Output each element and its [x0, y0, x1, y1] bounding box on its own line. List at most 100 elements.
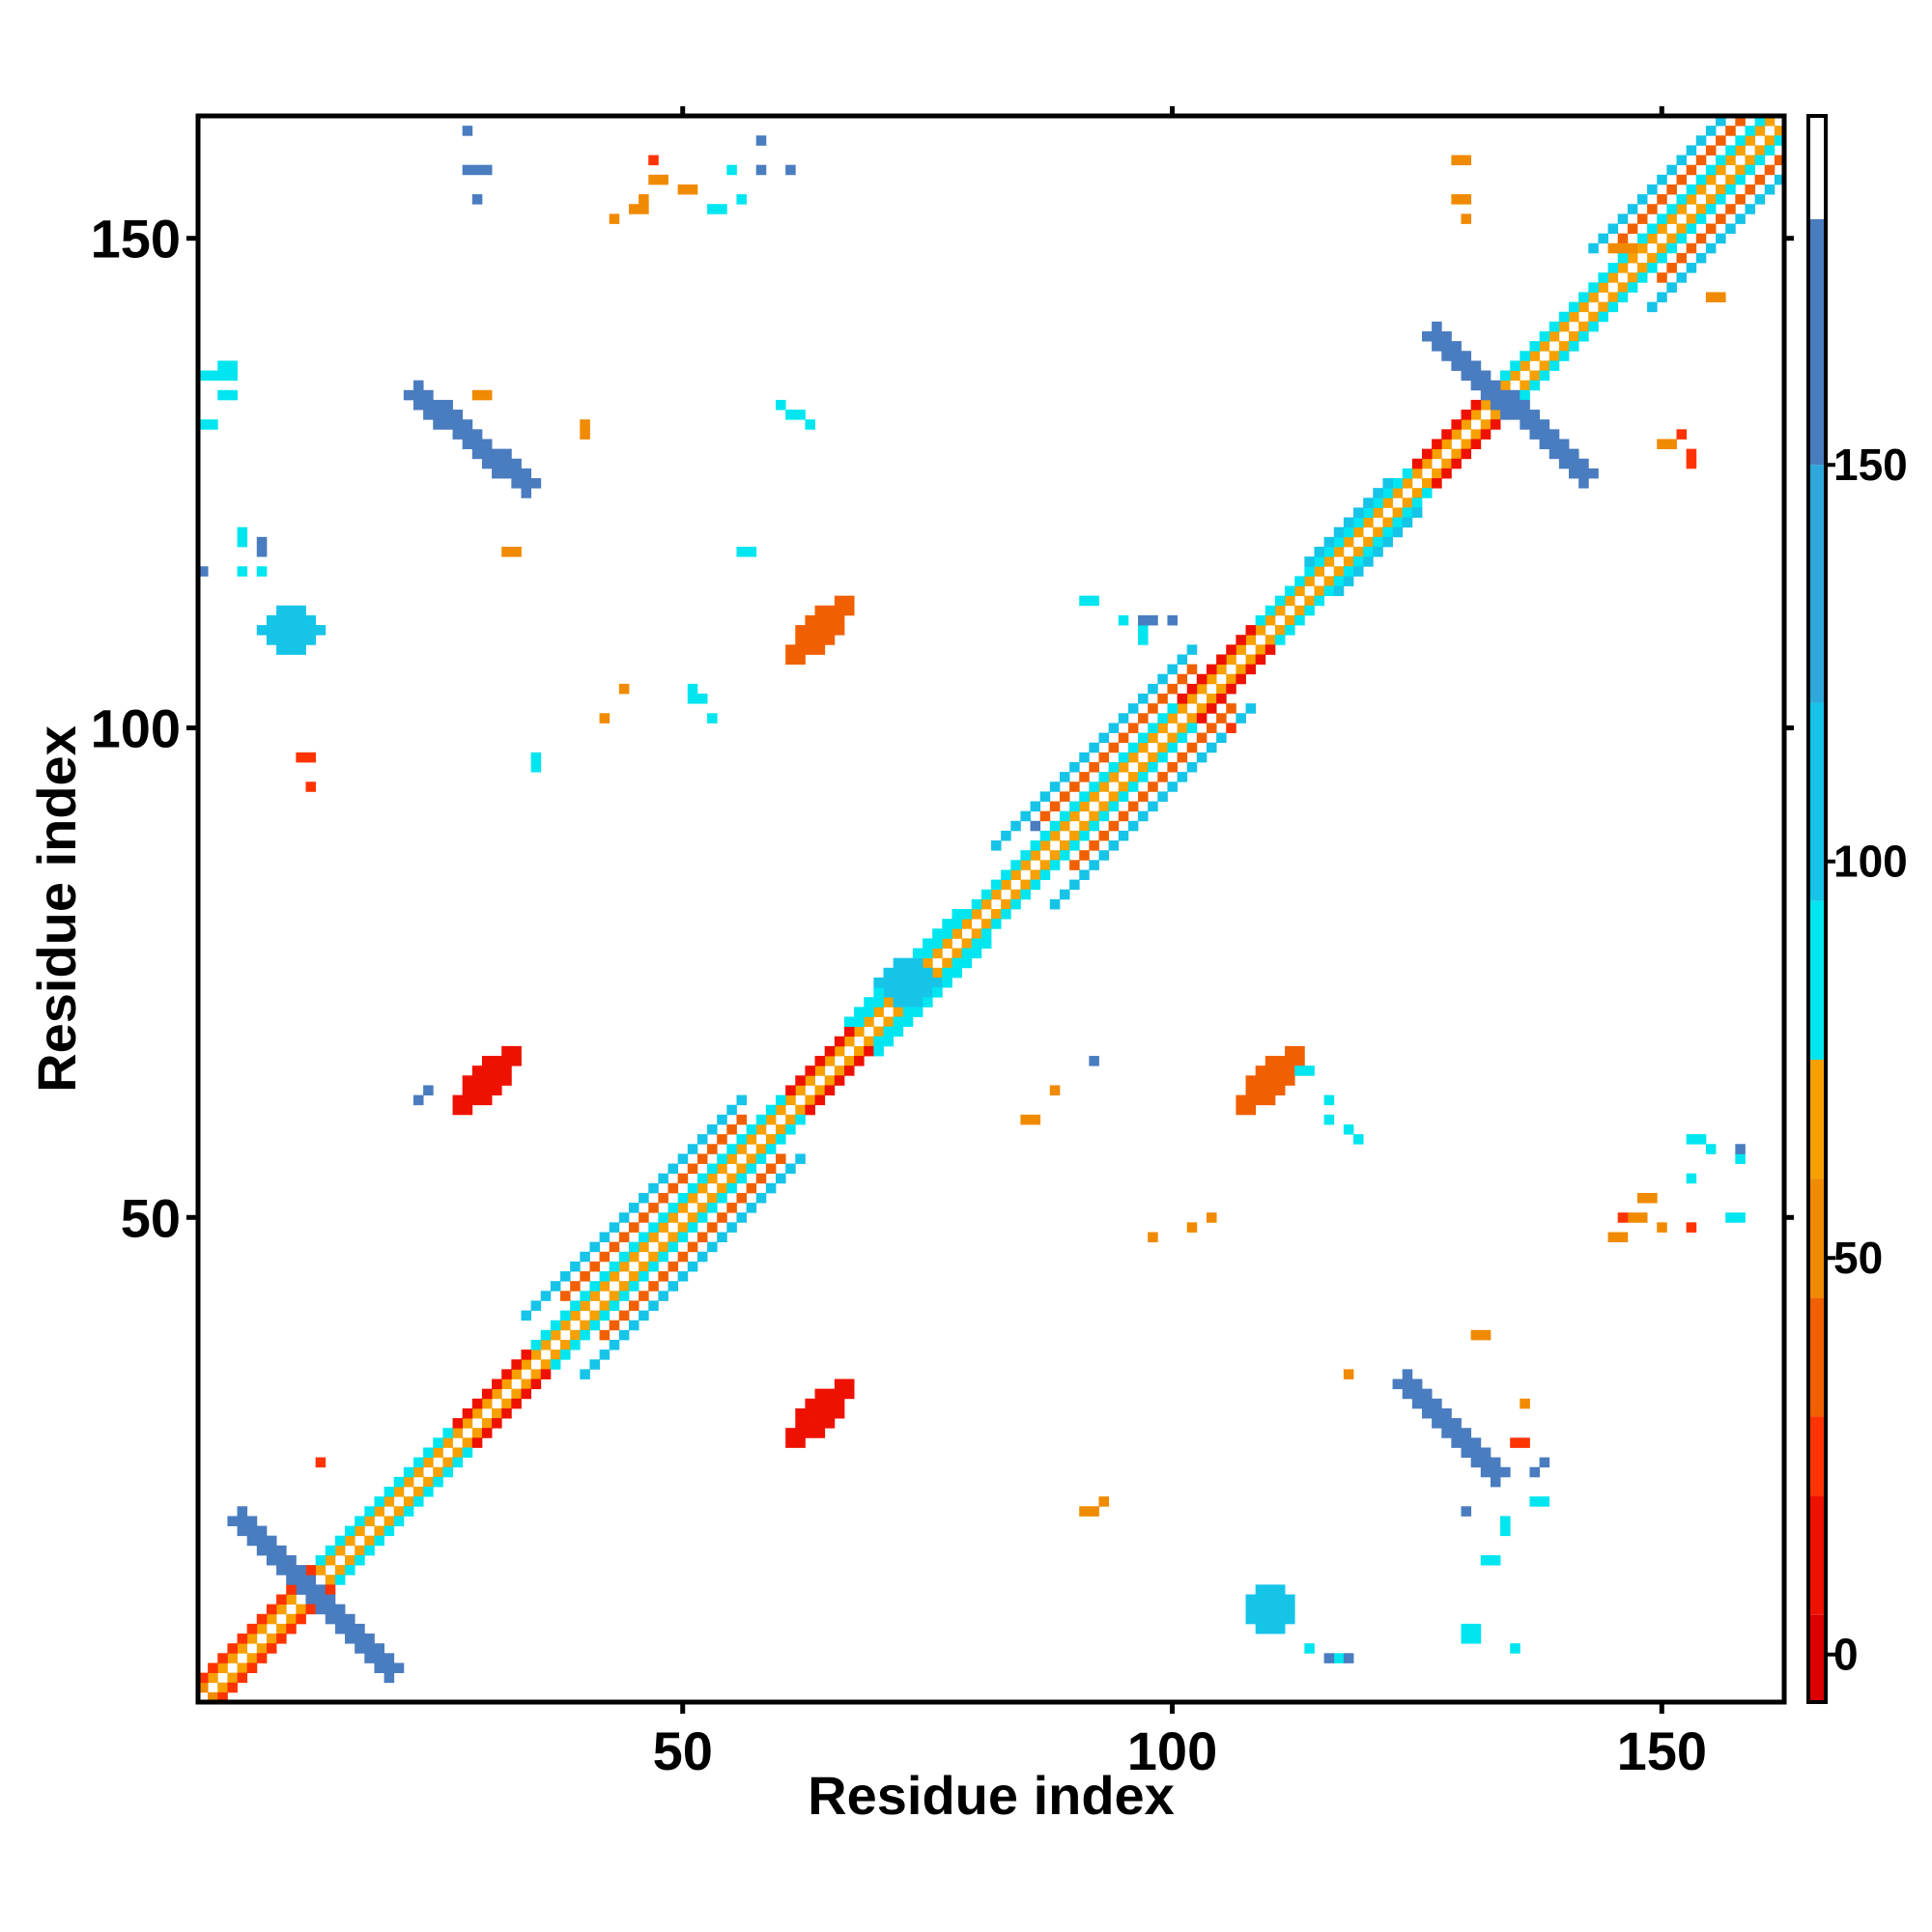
heatmap-cell — [854, 1016, 865, 1028]
heatmap-cell — [1716, 292, 1726, 302]
heatmap-cell — [912, 1007, 923, 1017]
heatmap-cell — [687, 1212, 698, 1223]
heatmap-cell — [805, 419, 815, 430]
heatmap-cell — [1558, 321, 1570, 332]
heatmap-cell — [1510, 1437, 1520, 1448]
heatmap-cell — [864, 1016, 874, 1028]
heatmap-cell — [1206, 703, 1217, 714]
heatmap-cell — [1167, 664, 1178, 675]
heatmap-cell — [1010, 898, 1021, 910]
heatmap-cell — [1059, 889, 1070, 900]
heatmap-cell — [1490, 1476, 1501, 1488]
heatmap-cell — [824, 1418, 836, 1429]
heatmap-cell — [854, 1026, 865, 1037]
heatmap-cell — [843, 595, 855, 607]
heatmap-cell — [1705, 164, 1717, 176]
heatmap-cell — [1108, 791, 1120, 802]
heatmap-cell — [334, 1623, 346, 1634]
heatmap-cell — [1695, 155, 1707, 166]
heatmap-cell — [1373, 488, 1383, 498]
heatmap-cell — [1069, 781, 1080, 792]
heatmap-cell — [824, 1045, 836, 1057]
heatmap-cell — [1666, 242, 1677, 254]
heatmap-cell — [1030, 1114, 1041, 1125]
heatmap-cell — [1363, 497, 1374, 508]
heatmap-cell — [1079, 869, 1090, 880]
heatmap-cell — [776, 1123, 786, 1135]
heatmap-cell — [1441, 330, 1452, 342]
heatmap-cell — [540, 1369, 552, 1379]
heatmap-cell — [1255, 1623, 1266, 1634]
heatmap-cell — [266, 625, 277, 636]
heatmap-cell — [1548, 330, 1560, 342]
heatmap-cell — [1098, 732, 1110, 744]
heatmap-cell — [1461, 1447, 1472, 1459]
heatmap-cell — [668, 1241, 679, 1253]
heatmap-cell — [1274, 1075, 1286, 1086]
heatmap-cell — [609, 1291, 620, 1301]
heatmap-cell — [276, 1545, 287, 1556]
heatmap-cell — [1705, 145, 1717, 156]
heatmap-cell — [1274, 1623, 1286, 1634]
heatmap-cell — [942, 938, 952, 949]
heatmap-cell — [648, 1251, 659, 1263]
heatmap-cell — [462, 1407, 473, 1419]
heatmap-cell — [923, 957, 933, 969]
heatmap-cell — [1245, 1104, 1257, 1116]
heatmap-cell — [1607, 272, 1619, 283]
heatmap-cell — [511, 1388, 522, 1400]
heatmap-cell — [1695, 233, 1707, 244]
heatmap-cell — [580, 419, 590, 430]
heatmap-cell — [1098, 830, 1110, 841]
heatmap-cell — [902, 997, 914, 1008]
heatmap-cell — [334, 1565, 346, 1576]
heatmap-cell — [971, 948, 982, 959]
heatmap-cell — [355, 1643, 365, 1654]
plot-frame — [195, 113, 1787, 1705]
heatmap-cell — [923, 997, 933, 1008]
heatmap-cell — [795, 1104, 806, 1116]
heatmap-cell — [1216, 713, 1227, 724]
heatmap-cell — [1138, 614, 1149, 626]
heatmap-cell — [511, 1359, 522, 1370]
heatmap-cell — [452, 1428, 464, 1438]
heatmap-cell — [707, 1222, 718, 1233]
heatmap-cell — [1520, 1437, 1530, 1448]
heatmap-cell — [1255, 1613, 1266, 1625]
heatmap-cell — [707, 1163, 718, 1175]
heatmap-cell — [521, 468, 532, 479]
heatmap-cell — [1411, 468, 1423, 479]
heatmap-cell — [1079, 772, 1090, 782]
heatmap-cell — [560, 1310, 571, 1321]
heatmap-cell — [1148, 752, 1158, 763]
heatmap-cell — [433, 1466, 443, 1478]
colorbar-band — [1808, 1179, 1826, 1298]
heatmap-cell — [286, 625, 297, 636]
heatmap-cell — [374, 1643, 384, 1654]
heatmap-cell — [1617, 292, 1629, 302]
heatmap-cell — [237, 1672, 248, 1684]
heatmap-cell — [717, 1192, 727, 1204]
heatmap-cell — [1196, 713, 1208, 724]
heatmap-cell — [1001, 879, 1011, 891]
heatmap-cell — [1285, 1056, 1295, 1066]
heatmap-cell — [834, 1065, 845, 1076]
heatmap-cell — [599, 1300, 611, 1311]
heatmap-cell — [589, 1320, 600, 1331]
heatmap-cell — [384, 1662, 395, 1673]
colorbar-tick-label: 50 — [1833, 1233, 1883, 1283]
heatmap-cell — [570, 1261, 581, 1272]
heatmap-cell — [893, 967, 904, 979]
heatmap-cell — [1558, 448, 1570, 460]
heatmap-cell — [1510, 370, 1520, 382]
heatmap-cell — [1470, 1623, 1482, 1634]
heatmap-cell — [1647, 184, 1658, 195]
heatmap-cell — [805, 1407, 815, 1419]
heatmap-cell — [1353, 546, 1364, 557]
heatmap-cell — [1588, 282, 1599, 293]
heatmap-cell — [423, 1457, 434, 1468]
heatmap-cell — [1461, 360, 1472, 371]
heatmap-cell — [1148, 732, 1158, 744]
heatmap-cell — [1382, 526, 1393, 538]
heatmap-cell — [1578, 301, 1589, 313]
